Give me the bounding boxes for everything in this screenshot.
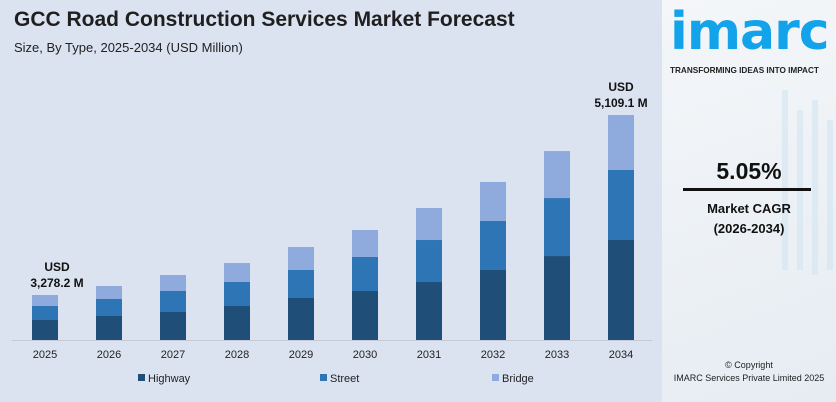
x-tick-label: 2026 bbox=[97, 349, 121, 361]
chart-title: GCC Road Construction Services Market Fo… bbox=[14, 8, 515, 31]
bar-street-2025 bbox=[32, 306, 58, 321]
x-tick-label: 2033 bbox=[545, 349, 569, 361]
legend-swatch-bridge bbox=[492, 374, 499, 381]
x-tick-label: 2030 bbox=[353, 349, 377, 361]
x-tick-label: 2032 bbox=[481, 349, 505, 361]
legend-label-highway: Highway bbox=[148, 373, 191, 385]
bar-street-2033 bbox=[544, 198, 570, 257]
bar-bridge-2029 bbox=[288, 247, 314, 270]
x-tick-label: 2025 bbox=[33, 349, 57, 361]
x-tick-label: 2028 bbox=[225, 349, 249, 361]
decor-bar bbox=[812, 100, 818, 275]
bar-bridge-2025 bbox=[32, 295, 58, 307]
bar-street-2031 bbox=[416, 240, 442, 283]
bar-street-2028 bbox=[224, 282, 250, 307]
bar-street-2030 bbox=[352, 257, 378, 291]
bar-highway-2031 bbox=[416, 282, 442, 340]
cagr-divider bbox=[683, 188, 811, 191]
bar-bridge-2034 bbox=[608, 115, 634, 170]
stacked-bar-chart: 2025 2026 2027 2028 2029 2030 2031 2032 2033 2034… bbox=[12, 80, 652, 385]
x-tick-label: 2027 bbox=[161, 349, 185, 361]
legend-swatch-street bbox=[320, 374, 327, 381]
bar-bridge-2026 bbox=[96, 286, 122, 300]
legend-label-bridge: Bridge bbox=[502, 373, 534, 385]
bar-highway-2034 bbox=[608, 240, 634, 340]
annotation-currency: USD bbox=[44, 260, 70, 274]
cagr-period: (2026-2034) bbox=[713, 221, 785, 236]
bar-bridge-2028 bbox=[224, 263, 250, 283]
logo-tagline: TRANSFORMING IDEAS INTO IMPACT bbox=[670, 66, 819, 75]
bar-street-2027 bbox=[160, 290, 186, 312]
bar-highway-2027 bbox=[160, 311, 186, 340]
legend-label-street: Street bbox=[330, 373, 359, 385]
bar-bridge-2027 bbox=[160, 275, 186, 291]
bar-highway-2028 bbox=[224, 306, 250, 340]
bar-highway-2029 bbox=[288, 297, 314, 340]
x-tick-label: 2034 bbox=[609, 349, 633, 361]
cagr-label: Market CAGR bbox=[707, 201, 791, 216]
bar-bridge-2030 bbox=[352, 230, 378, 258]
info-panel: imarc TRANSFORMING IDEAS INTO IMPACT 5.0… bbox=[662, 0, 836, 402]
bar-highway-2032 bbox=[480, 269, 506, 340]
decor-bar bbox=[827, 120, 833, 270]
chart-subtitle: Size, By Type, 2025-2034 (USD Million) bbox=[14, 40, 243, 55]
bar-bridge-2033 bbox=[544, 151, 570, 199]
cagr-value: 5.05% bbox=[716, 158, 782, 184]
x-tick-label: 2031 bbox=[417, 349, 441, 361]
annotation-value: 3,278.2 M bbox=[30, 276, 83, 290]
x-tick-label: 2029 bbox=[289, 349, 313, 361]
bar-street-2034 bbox=[608, 169, 634, 241]
bar-street-2026 bbox=[96, 299, 122, 317]
copyright-owner: IMARC Services Private Limited 2025 bbox=[673, 373, 825, 383]
bar-highway-2025 bbox=[32, 320, 58, 340]
annotation-value: 5,109.1 M bbox=[594, 96, 647, 110]
legend-swatch-highway bbox=[138, 374, 145, 381]
chart-panel: GCC Road Construction Services Market Fo… bbox=[0, 0, 662, 402]
imarc-logo: imarc bbox=[670, 2, 830, 62]
decor-bar bbox=[782, 90, 788, 270]
bar-bridge-2032 bbox=[480, 181, 506, 221]
annotation-currency: USD bbox=[608, 80, 634, 94]
bar-highway-2030 bbox=[352, 290, 378, 340]
copyright-line: © Copyright bbox=[725, 360, 773, 370]
bar-street-2029 bbox=[288, 269, 314, 298]
bar-bridge-2031 bbox=[416, 207, 442, 241]
bar-highway-2026 bbox=[96, 316, 122, 340]
bar-street-2032 bbox=[480, 220, 506, 270]
bar-highway-2033 bbox=[544, 256, 570, 340]
